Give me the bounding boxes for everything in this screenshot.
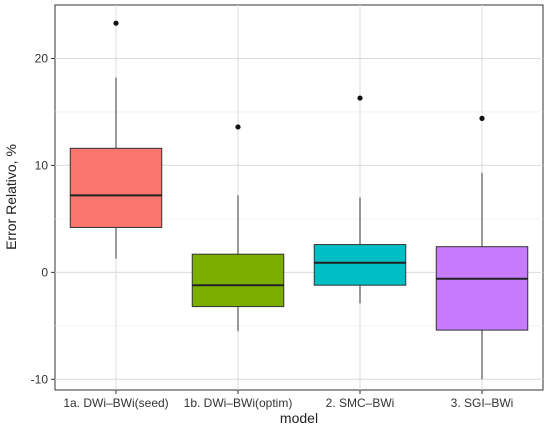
x-tick-label: 3. SGI–BWi (451, 396, 514, 410)
outlier-point (479, 115, 485, 121)
y-tick-label: -10 (31, 372, 49, 386)
x-tick-label: 2. SMC–BWi (326, 396, 395, 410)
x-tick-label: 1b. DWi–BWi(optim) (184, 396, 293, 410)
outlier-point (113, 20, 119, 26)
box-iqr (69, 147, 163, 228)
x-axis-title: model (280, 410, 318, 426)
y-tick-label: 10 (35, 158, 49, 172)
box-group (191, 124, 285, 332)
y-axis-title: Error Relativo, % (3, 144, 19, 250)
x-axis-ticks: 1a. DWi–BWi(seed) 1b. DWi–BWi(optim) 2. SM… (63, 390, 513, 410)
box-iqr (313, 244, 407, 286)
box-group (435, 115, 529, 380)
y-tick-label: 0 (41, 265, 48, 279)
y-axis-ticks: -10 0 10 20 (31, 51, 55, 386)
box-group (69, 20, 163, 259)
y-tick-label: 20 (35, 51, 49, 65)
x-tick-label: 1a. DWi–BWi(seed) (63, 396, 168, 410)
boxes (69, 20, 529, 380)
box-iqr (191, 253, 285, 308)
outlier-point (235, 124, 241, 130)
box-group (313, 95, 407, 304)
outlier-point (357, 95, 363, 101)
box-iqr (435, 246, 529, 331)
